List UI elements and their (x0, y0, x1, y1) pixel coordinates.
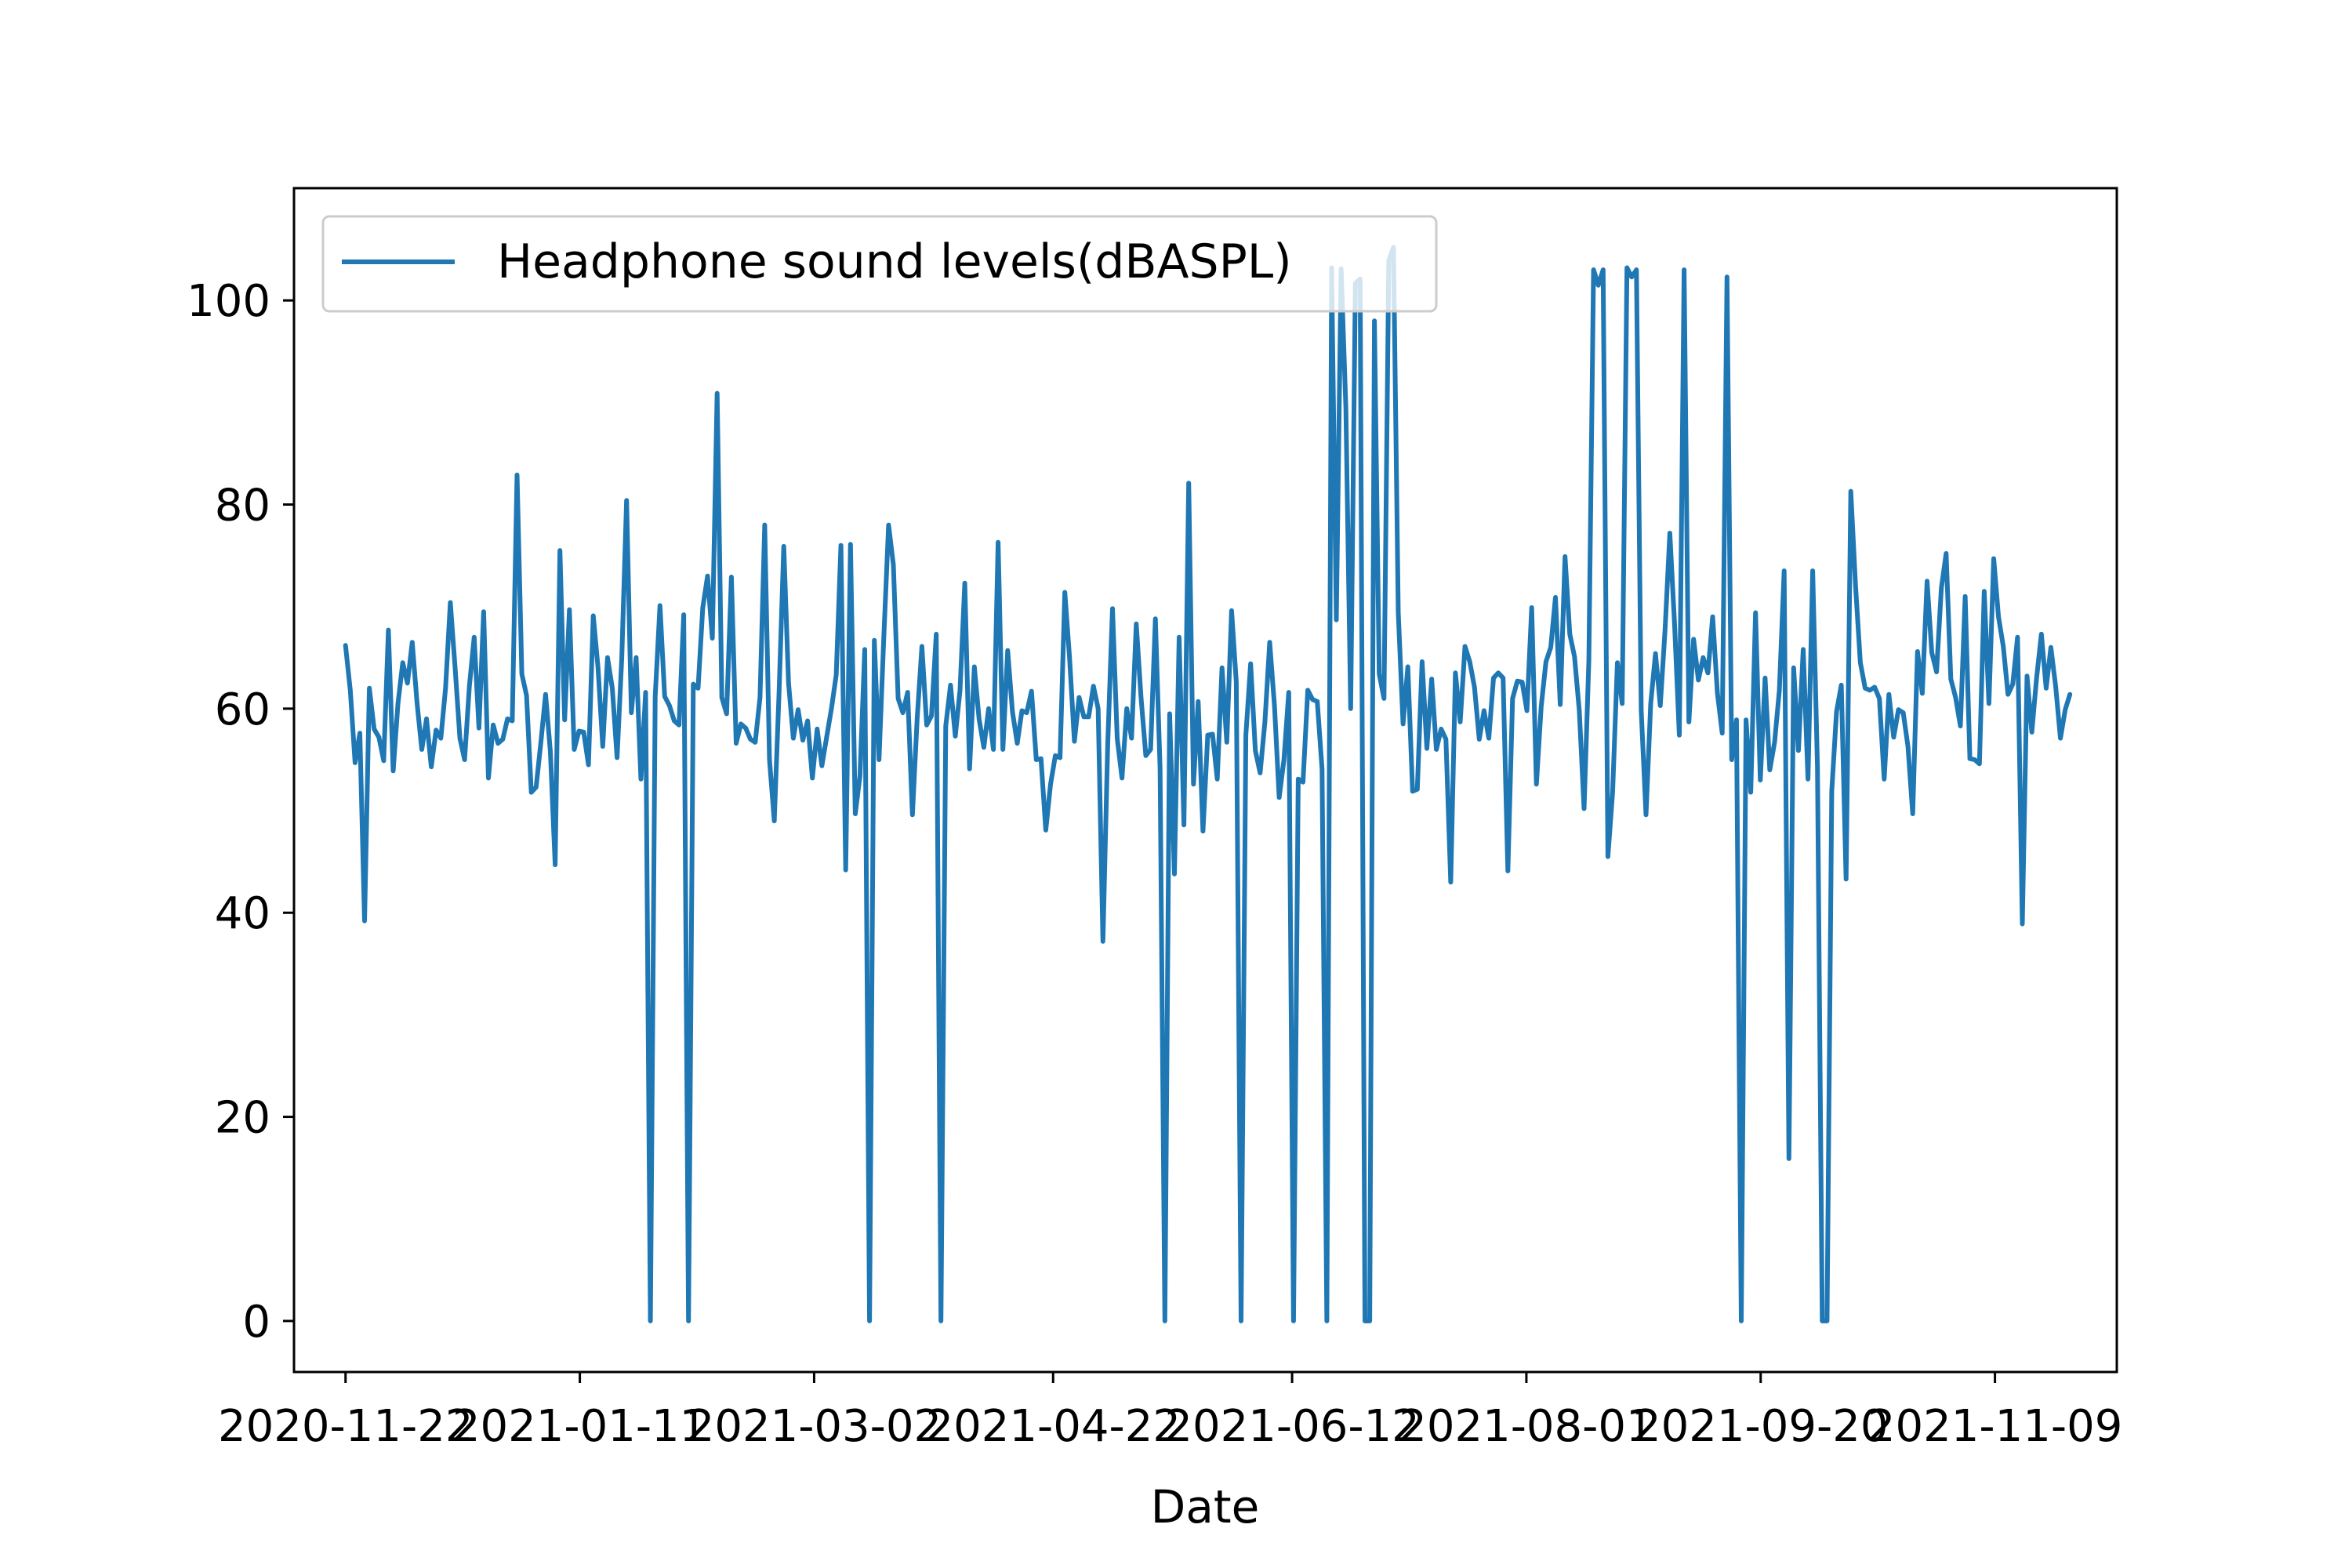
plot-frame (292, 187, 2118, 1374)
x-tick-label: 2021-03-02 (687, 1401, 942, 1452)
plot-area (292, 187, 2118, 1374)
y-tick-label: 100 (187, 276, 270, 327)
legend: Headphone sound levels(dBASPL) (321, 215, 1438, 313)
x-tick-label: 2021-06-12 (1164, 1401, 1419, 1452)
x-tick-label: 2021-11-09 (1867, 1401, 2122, 1452)
y-tick-label: 0 (242, 1297, 270, 1348)
x-axis-title: Date (1151, 1480, 1260, 1534)
y-axis: 0 20 40 60 80 100 (187, 276, 294, 1348)
legend-frame (321, 215, 1438, 313)
y-tick-label: 40 (215, 888, 270, 939)
y-tick-label: 80 (215, 481, 270, 532)
y-tick-label: 60 (215, 684, 270, 735)
x-tick-label: 2020-11-22 (218, 1401, 473, 1452)
series-line-headphone-sound-levels (343, 245, 2073, 1323)
x-axis: 2020-11-222021-01-112021-03-022021-04-22… (218, 1372, 2122, 1452)
y-tick-label: 20 (215, 1093, 270, 1144)
x-tick-label: 2021-01-11 (452, 1401, 707, 1452)
x-tick-label: 2021-08-01 (1399, 1401, 1653, 1452)
legend-label: Headphone sound levels(dBASPL) (497, 234, 1292, 289)
x-tick-label: 2021-09-20 (1633, 1401, 1888, 1452)
x-tick-label: 2021-04-22 (926, 1401, 1181, 1452)
